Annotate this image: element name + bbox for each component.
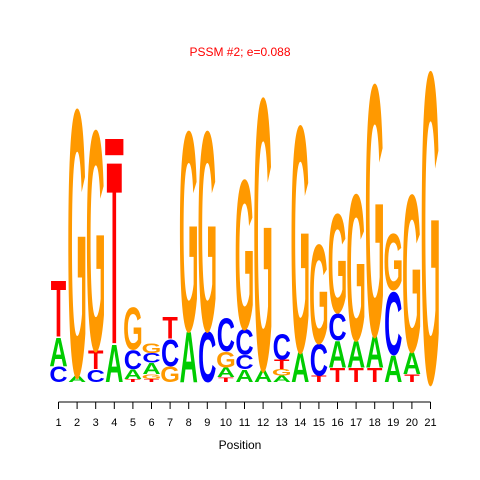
- logo-letter-g-pos-2: G: [67, 31, 87, 457]
- logo-letter-g-pos-19: G: [383, 217, 403, 307]
- logo-letter-g-pos-21: G: [421, 0, 441, 477]
- logo-letter-c-pos-11: C: [235, 322, 253, 363]
- logo-letter-t-pos-20: T: [404, 372, 420, 385]
- x-tick-label-12: 12: [257, 417, 269, 429]
- logo-letter-c-pos-11: C: [235, 350, 253, 373]
- x-tick-label-3: 3: [93, 417, 99, 429]
- logo-letter-a-pos-8: A: [180, 318, 198, 398]
- logo-letter-g-pos-7: G: [160, 362, 180, 387]
- x-tick-label-18: 18: [369, 417, 381, 429]
- logo-block-4: [105, 139, 124, 156]
- logo-letter-t-pos-10: T: [218, 376, 234, 384]
- logo-letter-c-pos-16: C: [328, 306, 346, 348]
- logo-letter-t-pos-18: T: [367, 363, 382, 386]
- logo-letter-a-pos-14: A: [291, 344, 309, 391]
- logo-letter-g-pos-15: G: [309, 215, 329, 374]
- logo-letter-g-pos-11: G: [235, 136, 255, 375]
- logo-letter-t-pos-3: T: [88, 344, 103, 375]
- logo-letter-c-pos-3: C: [87, 366, 105, 387]
- logo-letter-a-pos-17: A: [347, 333, 365, 375]
- logo-letter-t-pos-17: T: [348, 363, 363, 386]
- logo-letter-g-pos-6: G: [142, 342, 162, 357]
- x-tick-label-7: 7: [167, 417, 173, 429]
- logo-letter-c-pos-9: C: [198, 318, 216, 398]
- x-tick-label-8: 8: [186, 417, 192, 429]
- logo-letter-t-pos-1: T: [51, 264, 66, 354]
- logo-letter-g-pos-20: G: [402, 147, 422, 399]
- logo-letter-t-pos-15: T: [311, 374, 327, 384]
- logo-letter-g-pos-10: G: [216, 348, 236, 373]
- logo-letter-c-pos-19: C: [384, 274, 402, 375]
- logo-letter-a-pos-2: A: [68, 374, 87, 384]
- x-tick-label-13: 13: [276, 417, 288, 429]
- logo-letter-c-pos-7: C: [161, 332, 179, 374]
- logo-letter-t-pos-7: T: [162, 311, 178, 346]
- logo-letter-g-pos-12: G: [253, 18, 273, 453]
- logo-letter-a-pos-11: A: [235, 366, 253, 387]
- logo-letter-a-pos-18: A: [366, 327, 384, 378]
- logo-letter-a-pos-12: A: [254, 366, 272, 387]
- logo-letter-g-pos-3: G: [86, 66, 106, 417]
- logo-letter-c-pos-13: C: [273, 327, 291, 368]
- logo-letter-g-pos-17: G: [346, 150, 366, 384]
- logo-letter-g-pos-14: G: [290, 58, 310, 420]
- x-tick-label-6: 6: [148, 417, 154, 429]
- x-tick-label-11: 11: [239, 417, 250, 429]
- logo-letter-t-pos-5: T: [125, 378, 140, 383]
- logo-letter-a-pos-20: A: [403, 346, 421, 381]
- logo-letter-a-pos-1: A: [49, 330, 67, 376]
- logo-letter-a-pos-5: A: [124, 367, 143, 382]
- chart-title: PSSM #2; e=0.088: [189, 45, 290, 59]
- logo-letter-c-pos-15: C: [310, 335, 328, 386]
- logo-letter-g-pos-13: G: [272, 368, 292, 378]
- x-tick-label-10: 10: [220, 417, 232, 429]
- logo-letter-c-pos-10: C: [217, 310, 235, 362]
- x-tick-label-14: 14: [294, 417, 306, 429]
- x-tick-label-4: 4: [111, 417, 117, 429]
- x-tick-label-17: 17: [350, 417, 362, 429]
- logo-letter-g-pos-8: G: [179, 71, 199, 391]
- logo-letter-g-pos-6: G: [142, 373, 162, 381]
- logo-letter-g-pos-9: G: [197, 71, 217, 391]
- x-tick-label-2: 2: [74, 417, 80, 429]
- logo-letter-c-pos-5: C: [124, 344, 142, 375]
- logo-letter-a-pos-13: A: [273, 374, 292, 384]
- logo-letter-g-pos-5: G: [123, 295, 143, 363]
- x-tick-label-19: 19: [387, 417, 399, 429]
- logo-letter-c-pos-1: C: [49, 362, 67, 387]
- x-tick-label-20: 20: [406, 417, 418, 429]
- x-tick-label-16: 16: [331, 417, 343, 429]
- logo-letter-t-pos-16: T: [330, 363, 345, 386]
- logo-letter-t-pos-13: T: [274, 358, 290, 373]
- x-tick-label-15: 15: [313, 417, 325, 429]
- logo-letter-g-pos-16: G: [328, 184, 348, 343]
- logo-letter-a-pos-10: A: [217, 366, 236, 381]
- x-axis-label: Position: [219, 438, 262, 452]
- logo-letter-a-pos-4: A: [105, 333, 123, 393]
- logo-letter-g-pos-18: G: [365, 11, 385, 413]
- logo-letter-c-pos-6: C: [142, 351, 161, 366]
- logo-letter-a-pos-16: A: [328, 333, 346, 375]
- x-axis: 1 2 3 4 5 6 7 8 9 10 11 12 13 14 15 16 17 18 19 20 21: [55, 401, 437, 429]
- logo-letter-t-pos-4: T: [107, 108, 122, 399]
- x-tick-label-5: 5: [130, 417, 136, 429]
- logo-letter-t-pos-6: T: [144, 378, 159, 383]
- x-tick-label-21: 21: [424, 417, 436, 429]
- logo-letter-a-pos-6: A: [142, 360, 160, 377]
- x-tick-label-1: 1: [55, 417, 61, 429]
- logo-letter-a-pos-19: A: [384, 348, 402, 390]
- x-tick-label-9: 9: [204, 417, 210, 429]
